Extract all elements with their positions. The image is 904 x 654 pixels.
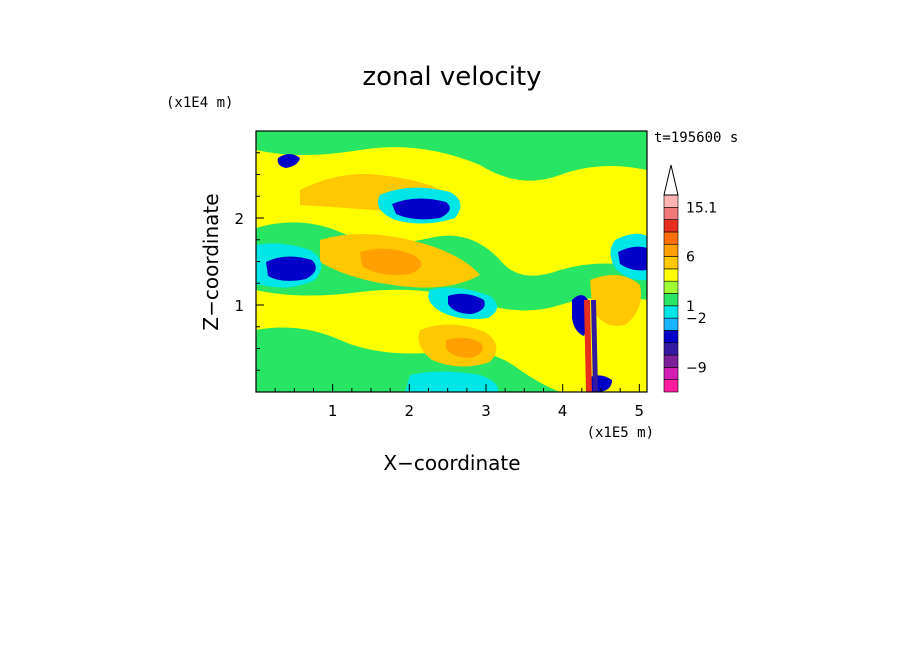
colorbar-tick-label: −2 [686,311,707,327]
colorbar-segment [663,194,679,208]
blue-core-upper [392,198,450,220]
colorbar-segment [663,243,679,257]
blue-core-topleft [277,154,300,168]
green-band-top [256,131,647,181]
colorbar-segment [663,305,679,319]
colorbar-tick-label: 1 [686,299,695,315]
colorbar-segment [663,342,679,356]
colorbar-segment [663,379,679,393]
colorbar-tick-label: 15.1 [686,200,717,216]
colorbar-segment [663,219,679,233]
x-tick-label: 4 [558,402,568,420]
colorbar-segment [663,268,679,282]
orange-core-lower [446,337,483,358]
colorbar-segment [663,317,679,331]
blue-core-mid [448,293,485,314]
dark-blue-streak [591,300,598,392]
orange-core-center [360,248,422,275]
green-band-low [256,327,560,392]
x-tick-label: 5 [635,402,645,420]
colorbar-segment [663,367,679,380]
colorbar-segment [663,256,679,270]
cyan-region-bottom [405,371,499,392]
time-label: t=195600 s [654,130,738,146]
colorbar-extension-triangle [663,164,679,196]
y-axis-label: Z−coordinate [199,193,223,330]
x-tick-label: 2 [405,402,415,420]
contour-field [256,131,647,392]
x-axis: 1 2 3 4 5 [255,384,645,420]
colorbar-segment [663,293,679,307]
x-tick-label: 3 [481,402,491,420]
colorbar-tick-label: −9 [686,360,707,376]
colorbar-segment [663,330,679,344]
y-tick-label: 2 [234,210,244,228]
y-tick-label: 1 [234,297,244,315]
x-axis-label: X−coordinate [383,451,520,475]
colorbar-segment [663,354,679,368]
blue-core-right [618,246,647,271]
y-unit-label: (x1E4 m) [166,95,233,111]
colorbar: 15.1 6 1−2 −9 [663,164,717,393]
blue-core-left [266,256,316,281]
red-streak [584,300,592,392]
colorbar-tick-label: 6 [686,250,695,266]
x-tick-label: 1 [328,402,338,420]
colorbar-segment [663,231,679,245]
colorbar-segment [663,280,679,294]
colorbar-segment [663,207,679,220]
orange-region-right [590,275,641,326]
chart-title: zonal velocity [362,62,541,92]
y-axis: 12 [234,130,264,393]
x-unit-label: (x1E5 m) [587,425,654,441]
